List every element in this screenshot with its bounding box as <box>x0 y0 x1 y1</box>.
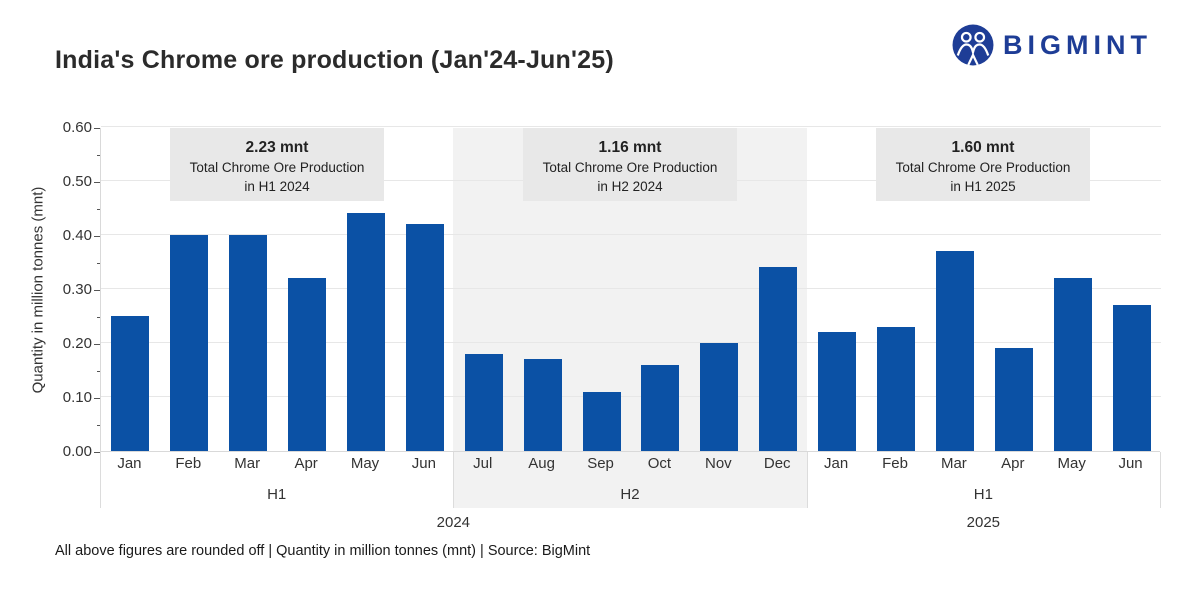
bar-jun-2025 <box>1112 305 1151 451</box>
x-axis-divider <box>453 452 455 508</box>
y-major-tick <box>94 344 100 345</box>
bar-mar-2025 <box>935 251 974 451</box>
annotation-text: Total Chrome Ore Production <box>189 160 365 175</box>
bar-apr-2025 <box>994 348 1033 451</box>
bigmint-people-icon <box>952 24 994 66</box>
bar-jan-2025 <box>818 332 857 451</box>
x-tick-aug-2024: Aug <box>528 455 555 472</box>
y-major-tick <box>94 128 100 129</box>
annotation-total-value: 2.23 mnt <box>245 139 309 156</box>
bar-feb-2025 <box>877 326 915 451</box>
y-tick-label: 0.10 <box>62 389 92 406</box>
bar-sep-2024 <box>582 391 621 451</box>
x-tick-feb-2024: Feb <box>175 455 202 472</box>
annotation-text: Total Chrome Ore Production <box>895 160 1071 175</box>
annotation-text: in H2 2024 <box>597 179 663 194</box>
gridline <box>101 126 1161 127</box>
x-tick-jul-2024: Jul <box>473 455 493 472</box>
x-tick-jan-2024: Jan <box>117 455 142 472</box>
y-minor-tick <box>97 263 100 264</box>
bar-feb-2024 <box>170 235 209 451</box>
x-tick-dec-2024: Dec <box>763 455 791 472</box>
x-tick-apr-2025: Apr <box>1001 455 1025 472</box>
bar-may-2024 <box>347 213 385 451</box>
plot-area <box>100 126 1161 452</box>
bar-jul-2024 <box>464 353 503 451</box>
y-major-tick <box>94 290 100 291</box>
gridline <box>101 234 1161 235</box>
y-tick-label: 0.50 <box>62 173 92 190</box>
y-tick-label: 0.40 <box>62 227 92 244</box>
annotation-text: in H1 2025 <box>950 179 1016 194</box>
y-tick-label: 0.60 <box>62 119 92 136</box>
x-tick-may-2024: May <box>350 455 380 472</box>
y-minor-tick <box>97 209 100 210</box>
annotation-h1-2024: 2.23 mnt Total Chrome Ore Production in … <box>170 128 384 201</box>
half-label-h2-2024: H2 <box>620 486 640 503</box>
x-tick-oct-2024: Oct <box>647 455 672 472</box>
gridline <box>101 396 1161 397</box>
x-tick-feb-2025: Feb <box>882 455 908 472</box>
bar-dec-2024 <box>759 267 798 451</box>
bar-aug-2024 <box>523 359 562 451</box>
bar-oct-2024 <box>641 364 680 451</box>
bar-may-2025 <box>1053 278 1092 451</box>
annotation-text: in H1 2024 <box>244 179 310 194</box>
x-tick-nov-2024: Nov <box>704 455 732 472</box>
x-tick-may-2025: May <box>1057 455 1086 472</box>
y-tick-label: 0.20 <box>62 335 92 352</box>
y-major-tick <box>94 398 100 399</box>
annotation-h1-2025: 1.60 mnt Total Chrome Ore Production in … <box>876 128 1090 201</box>
year-label-2024: 2024 <box>436 514 471 531</box>
y-minor-tick <box>97 317 100 318</box>
half-label-h1-2024: H1 <box>267 486 287 503</box>
gridline <box>101 342 1161 343</box>
annotation-total-value: 1.60 mnt <box>951 139 1015 156</box>
half-label-h1-2025: H1 <box>973 486 993 503</box>
x-tick-mar-2024: Mar <box>234 455 261 472</box>
x-axis-divider <box>100 452 101 508</box>
annotation-h2-2024: 1.16 mnt Total Chrome Ore Production in … <box>523 128 737 201</box>
x-tick-sep-2024: Sep <box>587 455 614 472</box>
x-tick-mar-2025: Mar <box>940 455 967 472</box>
bar-mar-2024 <box>229 235 268 451</box>
y-tick-label: 0.30 <box>62 281 92 298</box>
bar-nov-2024 <box>700 343 739 451</box>
annotation-total-value: 1.16 mnt <box>598 139 662 156</box>
year-label-2025: 2025 <box>966 514 1001 531</box>
x-tick-jan-2025: Jan <box>824 455 849 472</box>
y-major-tick <box>94 236 100 237</box>
x-tick-apr-2024: Apr <box>294 455 318 472</box>
bigmint-logo: BIGMINT <box>952 24 1152 66</box>
y-minor-tick <box>97 425 100 426</box>
bar-jan-2024 <box>111 316 150 451</box>
y-tick-label: 0.00 <box>62 443 92 460</box>
gridline <box>101 288 1161 289</box>
x-axis-divider <box>1160 452 1161 508</box>
y-minor-tick <box>97 155 100 156</box>
page-title: India's Chrome ore production (Jan'24-Ju… <box>55 46 614 74</box>
x-axis-divider <box>806 452 808 508</box>
y-major-tick <box>94 452 100 453</box>
bigmint-wordmark: BIGMINT <box>1003 29 1152 60</box>
x-tick-jun-2025: Jun <box>1118 455 1143 472</box>
footer-note: All above figures are rounded off | Quan… <box>55 543 591 559</box>
annotation-text: Total Chrome Ore Production <box>542 160 718 175</box>
bar-apr-2024 <box>288 278 327 451</box>
x-tick-jun-2024: Jun <box>411 455 436 472</box>
bar-jun-2024 <box>405 224 444 451</box>
y-major-tick <box>94 182 100 183</box>
y-minor-tick <box>97 371 100 372</box>
